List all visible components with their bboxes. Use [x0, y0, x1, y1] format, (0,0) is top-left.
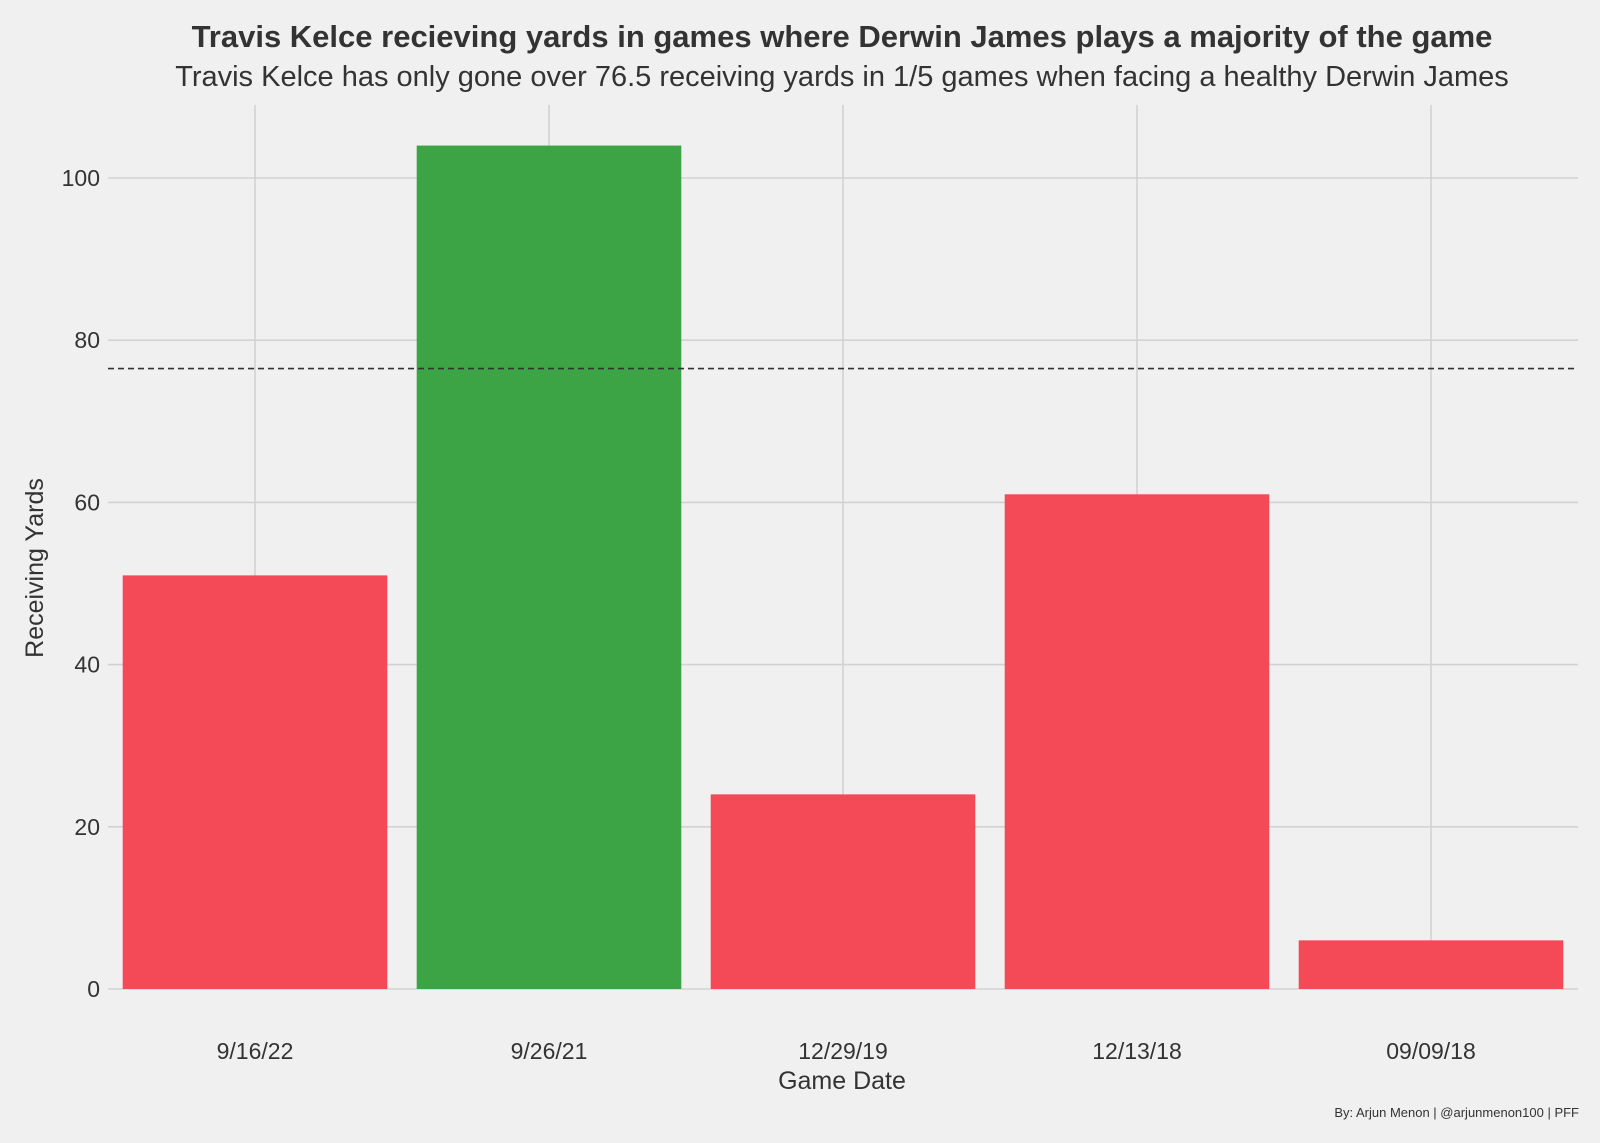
chart-title: Travis Kelce recieving yards in games wh…	[192, 19, 1493, 54]
bar	[122, 575, 388, 989]
bar	[710, 794, 976, 989]
x-tick-label: 9/16/22	[217, 1038, 294, 1064]
bars-layer	[122, 145, 1564, 989]
y-axis-label: Receiving Yards	[21, 478, 49, 658]
x-tick-label: 9/26/21	[511, 1038, 588, 1064]
chart-subtitle: Travis Kelce has only gone over 76.5 rec…	[175, 61, 1509, 93]
x-tick-label: 12/13/18	[1092, 1038, 1182, 1064]
y-tick-label: 100	[62, 165, 100, 191]
x-axis-label: Game Date	[778, 1067, 906, 1095]
bar	[416, 145, 682, 989]
tick-labels-layer: 0 20 40 60 80 100 9/16/22 9/26/21 12/29/19 12/13/…	[62, 165, 1476, 1064]
y-tick-label: 0	[87, 976, 100, 1002]
bar	[1298, 940, 1564, 989]
y-tick-label: 60	[74, 489, 100, 515]
bar	[1004, 494, 1270, 989]
caption: By: Arjun Menon | @arjunmenon100 | PFF	[1334, 1105, 1579, 1120]
y-tick-label: 40	[74, 652, 100, 678]
x-tick-label: 12/29/19	[798, 1038, 888, 1064]
y-tick-label: 20	[74, 814, 100, 840]
y-tick-label: 80	[74, 327, 100, 353]
x-tick-label: 09/09/18	[1386, 1038, 1476, 1064]
